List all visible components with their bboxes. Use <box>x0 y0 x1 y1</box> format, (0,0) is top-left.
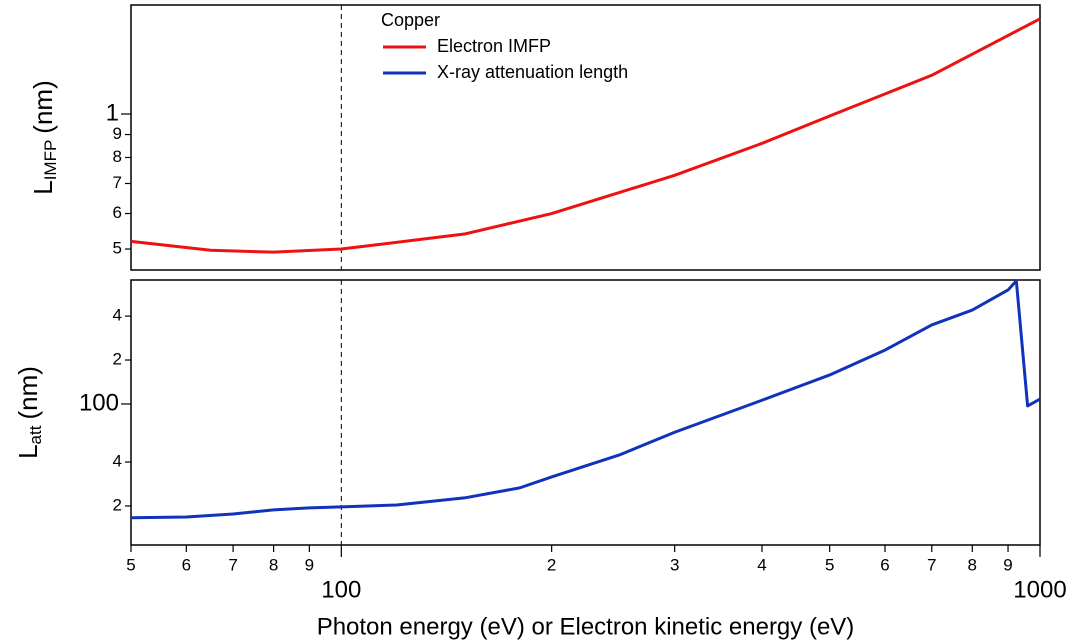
y-tick-label: 5 <box>113 239 122 258</box>
y-axis-label-sub: att <box>26 425 45 444</box>
y-tick-label: 2 <box>113 495 122 514</box>
plot-frame <box>130 279 1041 546</box>
x-tick-label: 5 <box>126 555 135 574</box>
y-tick-label: 6 <box>113 203 122 222</box>
series-line <box>130 17 1041 254</box>
y-tick-label: 4 <box>113 306 122 325</box>
plot-frame <box>130 4 1041 271</box>
series-line <box>130 279 1041 520</box>
y-tick-label: 7 <box>113 173 122 192</box>
y-axis-label-unit: (nm) <box>13 366 43 419</box>
y-axis-label-unit: (nm) <box>28 80 58 133</box>
x-tick-label: 8 <box>269 555 278 574</box>
legend-title: Copper <box>381 10 440 30</box>
x-tick-label: 6 <box>182 555 191 574</box>
x-axis-label: Photon energy (eV) or Electron kinetic e… <box>317 613 855 640</box>
x-tick-label: 7 <box>228 555 237 574</box>
y-tick-label: 1 <box>106 99 119 126</box>
x-tick-label: 9 <box>305 555 314 574</box>
x-tick-label: 3 <box>670 555 679 574</box>
x-tick-label: 100 <box>321 576 361 603</box>
x-tick-label: 1000 <box>1013 576 1066 603</box>
y-tick-label: 2 <box>113 350 122 369</box>
x-tick-label: 8 <box>968 555 977 574</box>
x-tick-label: 6 <box>880 555 889 574</box>
x-tick-label: 7 <box>927 555 936 574</box>
x-tick-label: 4 <box>757 555 766 574</box>
x-tick-label: 5 <box>825 555 834 574</box>
x-tick-label: 9 <box>1003 555 1012 574</box>
y-tick-label: 9 <box>113 124 122 143</box>
legend-label: X-ray attenuation length <box>437 62 628 82</box>
x-tick-label: 2 <box>547 555 556 574</box>
y-axis-label-main: L <box>13 444 43 458</box>
y-tick-label: 100 <box>79 389 119 416</box>
y-axis-label-sub: IMFP <box>41 140 60 181</box>
y-tick-label: 4 <box>113 452 122 471</box>
y-axis-label: Latt (nm) <box>13 366 46 459</box>
y-tick-label: 8 <box>113 147 122 166</box>
y-axis-label: LIMFP (nm) <box>28 80 61 195</box>
legend-label: Electron IMFP <box>437 36 551 56</box>
y-axis-label-main: L <box>28 180 58 194</box>
